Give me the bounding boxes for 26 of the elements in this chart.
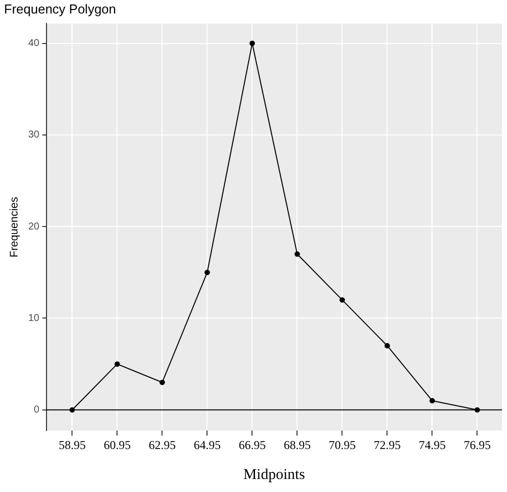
point	[294, 251, 300, 257]
x-tick-label: 72.95	[374, 438, 401, 452]
y-axis-title: Frequencies	[8, 196, 21, 258]
y-tick-label: 0	[34, 404, 40, 416]
x-tick-label: 66.95	[238, 438, 266, 452]
x-tick-label: 74.95	[418, 438, 446, 452]
point	[430, 398, 435, 404]
point	[250, 40, 255, 46]
x-tick-label: 60.95	[104, 438, 131, 452]
point	[384, 343, 390, 348]
x-tick-label: 64.95	[194, 438, 221, 452]
x-tick-label: 70.95	[328, 438, 356, 452]
point	[340, 297, 345, 303]
x-tick-label: 62.95	[148, 438, 176, 452]
x-tick-label: 68.95	[284, 438, 311, 452]
chart-title: Frequency Polygon	[4, 1, 116, 16]
y-tick-label: 10	[28, 312, 40, 324]
point	[160, 380, 165, 386]
x-axis-title: Midpoints	[243, 466, 306, 483]
point	[204, 270, 210, 276]
x-tick-label: 76.95	[464, 438, 491, 452]
y-tick-label: 30	[28, 130, 40, 141]
point	[114, 361, 120, 367]
x-tick-label: 58.95	[58, 438, 86, 452]
y-tick-label: 40	[28, 38, 40, 50]
y-tick-label: 20	[28, 221, 40, 232]
